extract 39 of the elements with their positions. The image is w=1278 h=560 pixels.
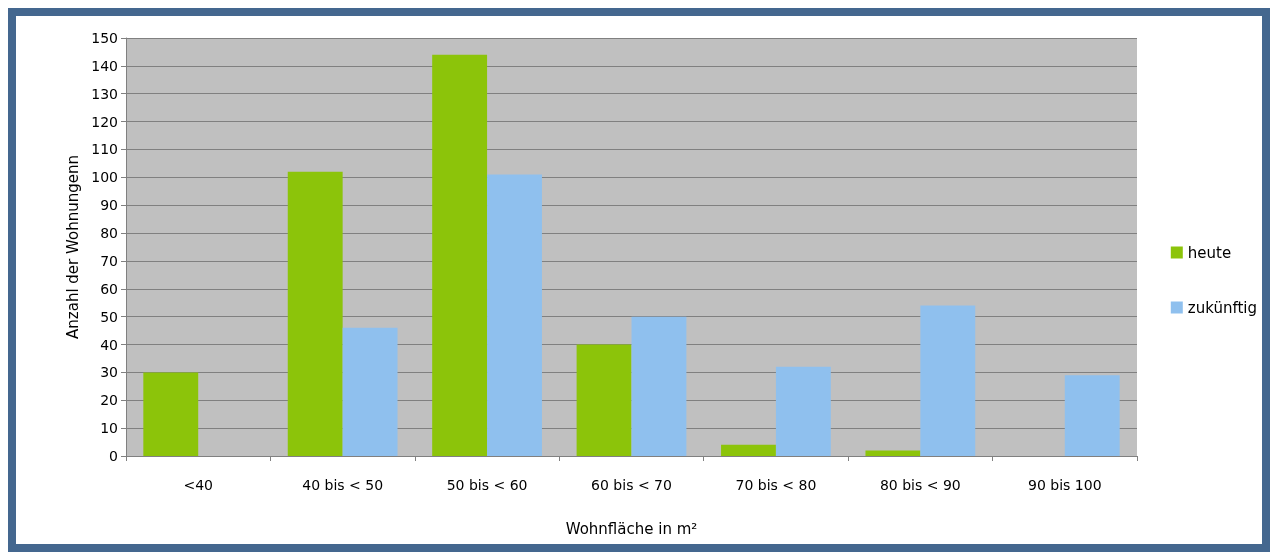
y-tick-label: 50	[100, 308, 118, 325]
y-tick-label: 40	[100, 336, 118, 353]
x-tick-label: 70 bis < 80	[735, 477, 817, 493]
bar	[920, 305, 976, 456]
bar	[432, 54, 488, 456]
y-tick-label: 110	[91, 141, 118, 158]
y-tick-label: 140	[91, 57, 118, 74]
bar	[631, 316, 687, 456]
bar	[775, 366, 831, 456]
y-axis-title: Anzahl der Wohnungenn	[63, 155, 82, 339]
bar	[1064, 375, 1120, 456]
bar	[143, 372, 199, 456]
x-tick-label: 60 bis < 70	[591, 477, 672, 493]
bar	[721, 444, 776, 456]
y-tick-label: 150	[91, 30, 118, 46]
y-tick-label: 70	[100, 252, 118, 269]
y-tick-label: 20	[100, 392, 118, 409]
x-tick-label: 50 bis < 60	[446, 477, 528, 493]
y-tick-label: 60	[100, 280, 118, 297]
x-tick-label: <40	[183, 477, 213, 493]
y-tick-label: 10	[100, 420, 118, 437]
bar	[865, 450, 921, 456]
x-axis-title: Wohnfläche in m²	[565, 519, 698, 538]
y-tick-label: 130	[91, 85, 118, 102]
bar	[342, 327, 398, 456]
bar	[487, 174, 542, 456]
y-tick-label: 30	[100, 364, 118, 381]
y-tick-label: 120	[91, 113, 118, 130]
legend-label: zukünftig	[1187, 298, 1258, 317]
bar	[287, 171, 343, 456]
y-tick-label: 90	[100, 197, 118, 214]
legend-label: heute	[1187, 243, 1232, 262]
bar	[576, 344, 632, 456]
y-tick-label: 100	[91, 169, 118, 186]
x-tick-label: 80 bis < 90	[879, 477, 961, 493]
y-tick-label: 80	[100, 225, 118, 242]
y-tick-label: 0	[109, 448, 118, 464]
x-tick-label: 40 bis < 50	[302, 477, 384, 493]
x-tick-label: 90 bis 100	[1028, 477, 1102, 493]
